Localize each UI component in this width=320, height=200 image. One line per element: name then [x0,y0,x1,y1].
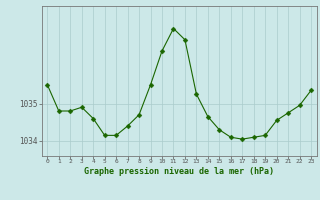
X-axis label: Graphe pression niveau de la mer (hPa): Graphe pression niveau de la mer (hPa) [84,167,274,176]
